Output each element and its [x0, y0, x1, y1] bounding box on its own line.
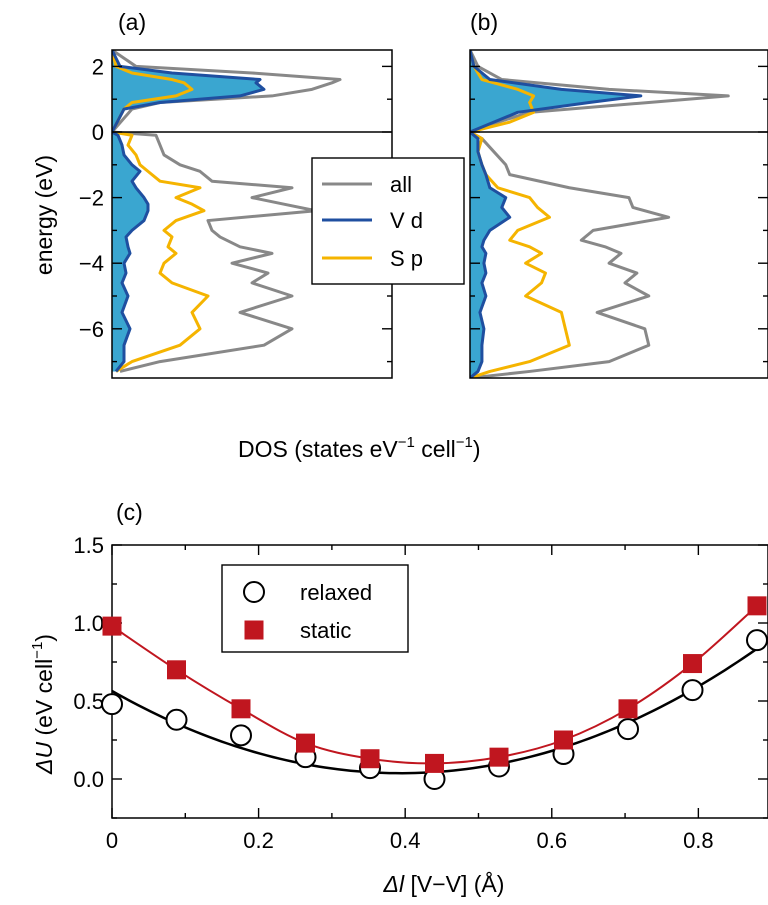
dos-legend-label: all: [390, 172, 412, 197]
a-line-vd: [112, 50, 266, 373]
a-ytick-label: 2: [92, 54, 104, 79]
panel-label-a: (a): [118, 9, 146, 35]
a-plot-area: [112, 50, 342, 373]
b-line-sp: [470, 50, 571, 378]
b-line-all: [470, 50, 730, 378]
c-static-line: [111, 605, 758, 765]
c-ytick-label: 0.5: [73, 689, 104, 714]
c-y-axis-label: ΔU (eV cell−1): [29, 634, 57, 775]
c-xtick-label: 0.2: [243, 828, 274, 853]
c-x-axis-label: Δl [V−V] (Å): [383, 870, 505, 897]
c-ytick-label: 1.5: [73, 533, 104, 558]
relaxed-point: [681, 679, 704, 702]
a-line-sp: [112, 50, 210, 373]
static-point: [489, 747, 509, 767]
a-line-all: [112, 50, 342, 373]
dos-legend: all V d S p: [311, 157, 465, 285]
c-xtick-label: 0.4: [390, 828, 421, 853]
relaxed-point: [746, 629, 768, 652]
c-legend-static-marker: [244, 620, 264, 640]
relaxed-point: [230, 724, 252, 747]
c-ytick-label: 1.0: [73, 611, 104, 636]
static-point: [231, 699, 251, 719]
energy-axis-label: energy (eV): [31, 155, 57, 275]
static-point: [683, 654, 702, 674]
c-frame: [111, 544, 768, 819]
dos-axis-label: DOS (states eV−1 cell−1): [238, 434, 481, 462]
a-ytick-label: −4: [79, 251, 104, 276]
relaxed-point: [165, 708, 188, 731]
static-point: [167, 660, 186, 680]
a-ytick-label: 0: [92, 120, 104, 145]
relaxed-point: [617, 718, 639, 741]
b-plot-area: [470, 50, 730, 378]
b-line-vd: [470, 50, 643, 378]
dos-legend-label: V d: [390, 208, 423, 233]
c-ytick-label: 0.0: [73, 767, 104, 792]
a-ytick-label: −2: [79, 186, 104, 211]
c-legend: relaxed static: [221, 564, 409, 653]
static-point: [425, 753, 444, 773]
static-point: [102, 616, 122, 636]
static-point: [360, 749, 380, 769]
c-xtick-label: 0: [106, 828, 118, 853]
panel-label-c: (c): [116, 499, 143, 525]
c-legend-relaxed-label: relaxed: [300, 580, 372, 605]
energy-panel-c: 0.0 0.5 1.0 1.5 0 0.2 0.4 0.6 0.8: [73, 533, 768, 853]
b-vd-fill: [470, 50, 641, 378]
static-point: [618, 699, 638, 719]
dos-legend-label: S p: [390, 246, 423, 271]
b-frame: [469, 49, 768, 379]
c-legend-relaxed-marker: [243, 581, 265, 603]
a-ytick-label: −6: [79, 317, 104, 342]
c-xtick-label: 0.8: [683, 828, 714, 853]
static-point: [554, 730, 573, 750]
relaxed-point: [101, 693, 123, 716]
static-point: [296, 733, 315, 753]
c-legend-static-label: static: [300, 618, 351, 643]
a-vd-fill: [112, 50, 264, 372]
static-point: [747, 596, 767, 616]
dos-panel-b: [469, 49, 768, 379]
c-xtick-label: 0.6: [536, 828, 567, 853]
panel-label-b: (b): [470, 9, 498, 35]
